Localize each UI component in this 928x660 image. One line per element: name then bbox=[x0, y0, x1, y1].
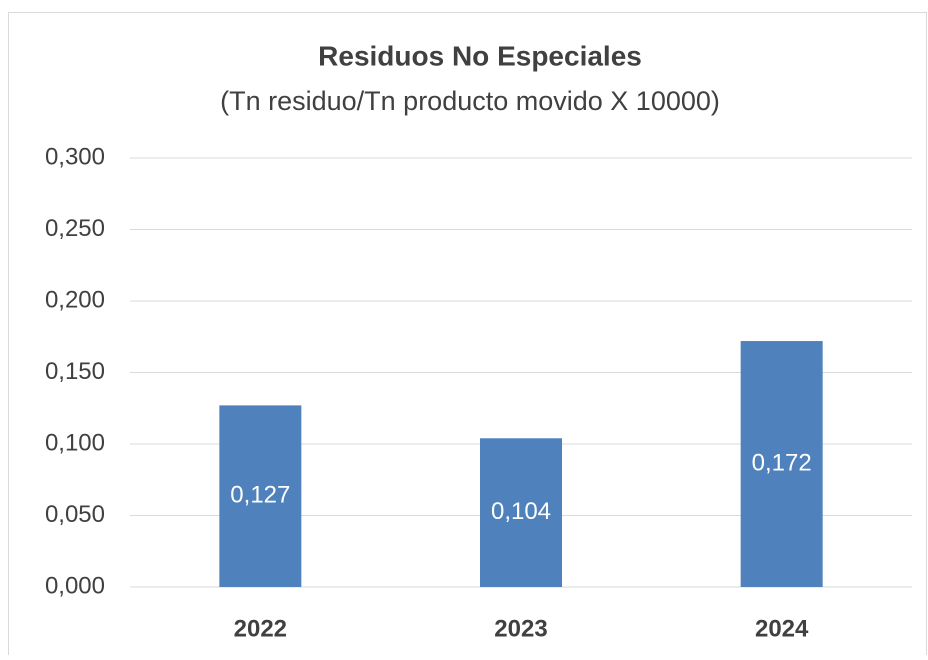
y-tick-label: 0,050 bbox=[45, 501, 105, 528]
y-tick-label: 0,200 bbox=[45, 286, 105, 313]
chart-title: Residuos No Especiales bbox=[318, 40, 642, 71]
x-tick-label: 2024 bbox=[755, 615, 809, 642]
x-tick-label: 2022 bbox=[234, 615, 287, 642]
value-label: 0,172 bbox=[752, 449, 812, 476]
x-tick-label: 2023 bbox=[494, 615, 547, 642]
value-label: 0,127 bbox=[230, 482, 290, 509]
y-tick-label: 0,150 bbox=[45, 358, 105, 385]
y-tick-label: 0,300 bbox=[45, 143, 105, 170]
y-tick-label: 0,100 bbox=[45, 429, 105, 456]
chart-subtitle: (Tn residuo/Tn producto movido X 10000) bbox=[220, 86, 720, 116]
bar bbox=[740, 341, 823, 587]
y-tick-label: 0,000 bbox=[45, 572, 105, 599]
bar bbox=[219, 405, 302, 587]
y-tick-label: 0,250 bbox=[45, 215, 105, 242]
bar bbox=[480, 438, 562, 587]
value-label: 0,104 bbox=[491, 498, 551, 525]
